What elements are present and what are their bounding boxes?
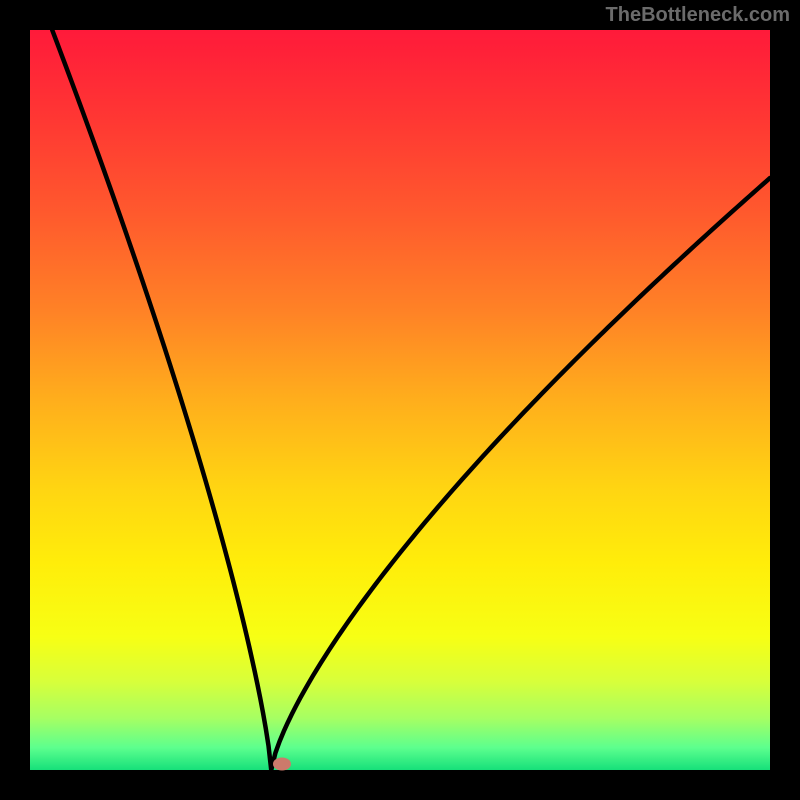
watermark-text: TheBottleneck.com <box>606 4 790 27</box>
minimum-marker <box>273 758 291 771</box>
plot-area <box>30 30 770 770</box>
curve-path <box>52 30 770 770</box>
curve-line <box>30 30 770 770</box>
